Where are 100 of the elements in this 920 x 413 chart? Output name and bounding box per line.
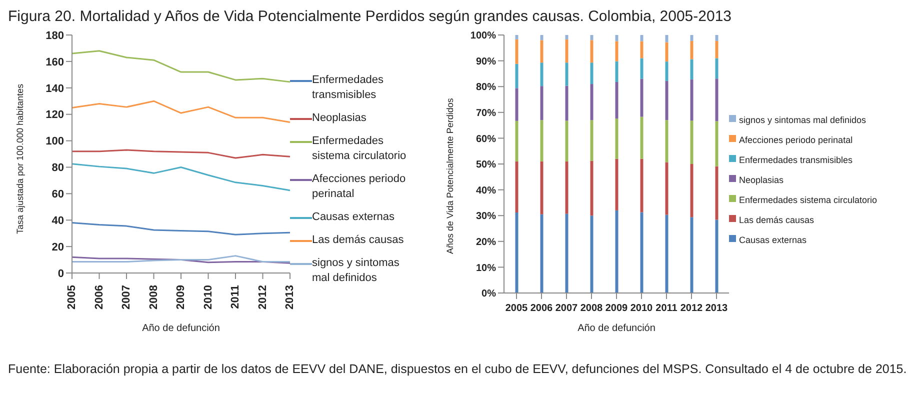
x-tick-label: 2006 (93, 285, 106, 310)
bar (665, 62, 668, 81)
x-tick-label: 2007 (120, 285, 132, 310)
legend-label: Neoplasias (312, 110, 366, 126)
x-tick-label: 2011 (230, 285, 242, 309)
legend-label: Las demás causas (739, 214, 814, 227)
bar (515, 120, 518, 162)
bar (665, 35, 668, 42)
y-tick-label: 20 (52, 241, 64, 254)
x-tick-label: 2006 (530, 303, 554, 314)
y-tick-label: 40% (476, 185, 496, 196)
x-tick-label: 2012 (680, 303, 704, 314)
bar (640, 41, 644, 58)
bar (615, 158, 618, 210)
y-tick-label: 90% (476, 56, 496, 68)
bar (640, 212, 644, 293)
legend-label: Enfermedades transmisibles (312, 72, 385, 102)
y-tick-label: 100 (46, 136, 64, 148)
bar (565, 62, 568, 86)
bar (565, 120, 568, 162)
x-tick-label: 2010 (630, 303, 654, 314)
legend-label: Causas externas (312, 210, 395, 224)
legend-label: signos y sintomas mal definidos (739, 114, 866, 127)
y-tick-label: 0% (482, 288, 496, 300)
bar (515, 212, 518, 293)
legend-label: Las demás causas (312, 232, 404, 248)
bar (540, 86, 544, 120)
legend-label: signos y sintomas mal definidos (312, 256, 400, 286)
bar (590, 62, 594, 84)
bar (565, 35, 568, 40)
bar (665, 80, 668, 120)
y-tick-label: 30% (476, 211, 496, 222)
bar (515, 35, 518, 40)
bar (515, 161, 518, 213)
bar (540, 62, 544, 86)
line-series (71, 222, 291, 236)
line-series (71, 100, 291, 124)
y-tick-label: 120 (46, 109, 64, 122)
y-tick-label: 160 (46, 56, 64, 68)
bar (615, 61, 618, 82)
x-tick-label: 2007 (555, 303, 578, 314)
line-series (71, 163, 291, 192)
bar (715, 58, 718, 79)
y-tick-label: 80 (52, 162, 64, 174)
bar (715, 166, 718, 220)
x-tick-label: 2013 (284, 285, 296, 310)
x-tick-label: 2012 (256, 285, 269, 310)
legend-label: Afecciones periodo perinatal (312, 172, 407, 202)
y-axis-title: Tasa ajustada por 100.000 habitantes (15, 83, 26, 234)
bar (665, 214, 668, 293)
legend-label: Enfermedades transmisibles (739, 154, 853, 167)
x-axis-title: Año de defunción (578, 323, 656, 334)
bar (540, 120, 544, 162)
bar (715, 220, 718, 293)
bar (565, 161, 568, 214)
x-tick-label: 2009 (605, 303, 628, 314)
bar (565, 39, 568, 63)
bar (540, 161, 544, 214)
bar (665, 120, 668, 162)
y-tick-label: 60% (476, 134, 496, 145)
bar (590, 216, 594, 293)
y-tick-label: 40 (52, 215, 64, 228)
bar (515, 39, 518, 64)
y-tick-label: 70% (476, 108, 496, 119)
x-axis-title: Año de defunción (142, 323, 220, 334)
legend-label: Enfermedades sistema circulatorio (739, 194, 878, 207)
x-tick-label: 2010 (202, 285, 214, 310)
bar (615, 35, 618, 42)
bar (640, 35, 644, 42)
bar (715, 40, 718, 58)
bar (665, 42, 668, 62)
bar (640, 158, 644, 212)
bar (540, 35, 544, 40)
bar (640, 78, 644, 117)
bar (615, 82, 618, 119)
bar (690, 217, 694, 293)
bar (590, 40, 594, 63)
x-tick-label: 2005 (66, 285, 78, 310)
legend-label: Neoplasias (739, 174, 784, 187)
bar (690, 59, 694, 80)
bar (690, 40, 694, 60)
bar (690, 164, 694, 218)
bar (615, 41, 618, 62)
y-tick-label: 180 (46, 30, 64, 42)
bar (715, 121, 718, 166)
bar (690, 79, 694, 121)
bar (590, 120, 594, 161)
bar (565, 214, 568, 293)
legend-label: Afecciones periodo perinatal (739, 134, 853, 147)
bar (690, 120, 694, 164)
y-tick-label: 50% (476, 160, 496, 171)
y-tick-label: 60 (52, 188, 64, 201)
y-tick-label: 80% (476, 82, 496, 94)
x-tick-label: 2013 (705, 303, 728, 314)
y-tick-label: 140 (46, 82, 64, 95)
source-note: Fuente: Elaboración propia a partir de los datos de EEVV del DANE, dispuestos en el cubo de EEVV, defunciones del MSPS. Consultado el 4 de octubre de 2015. (8, 361, 908, 378)
y-tick-label: 20% (476, 236, 496, 248)
y-tick-label: 100% (470, 30, 496, 42)
bar (615, 210, 618, 293)
bar (515, 88, 518, 121)
